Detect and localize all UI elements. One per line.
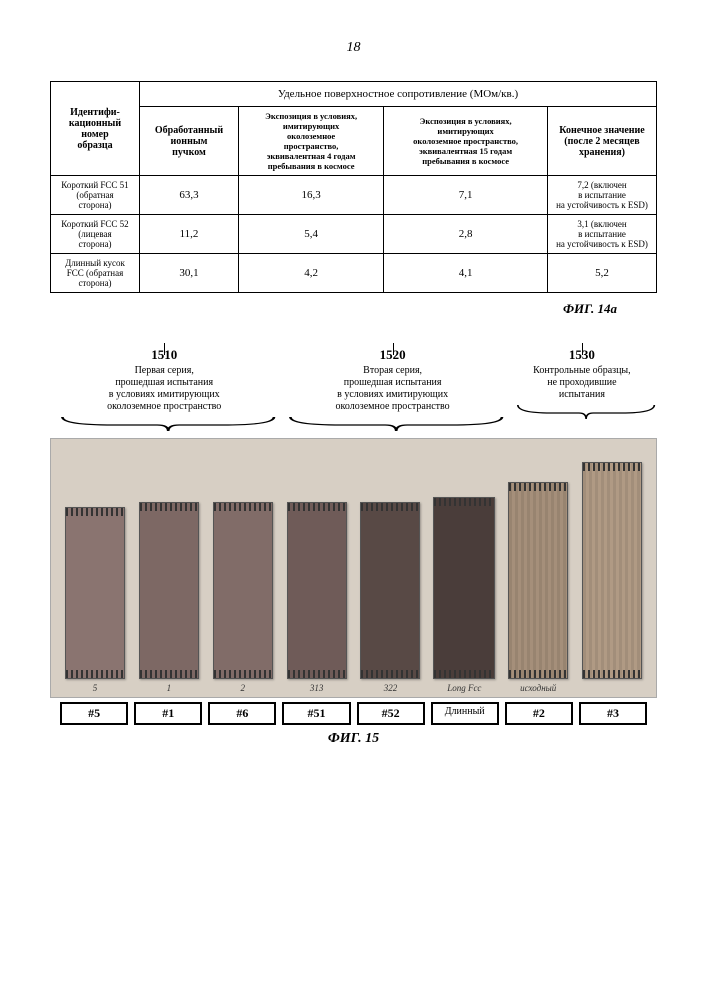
sample-box-label: #6 — [208, 702, 276, 725]
handwritten-label: 322 — [384, 683, 398, 693]
sample-box-label: #5 — [60, 702, 128, 725]
sample-strip: 1 — [135, 502, 203, 679]
col4-header: Конечное значение (после 2 месяцев хране… — [548, 107, 657, 176]
col3-header: Экспозиция в условиях, имитирующих около… — [384, 107, 548, 176]
brace-icon — [515, 403, 657, 421]
sample-strip: 322 — [357, 502, 425, 679]
table-row: Короткий FCC 52 (лицевая сторона) 11,2 5… — [51, 215, 657, 254]
fig15: 1510 Первая серия, прошедшая испытания в… — [50, 347, 657, 747]
sample-box-label: #51 — [282, 702, 350, 725]
handwritten-label: Long Fcc — [447, 683, 481, 693]
resistance-table: Идентифи- кационный номер образца Удельн… — [50, 81, 657, 293]
sample-strip: Long Fcc — [430, 497, 498, 679]
col-id-header: Идентифи- кационный номер образца — [51, 82, 140, 176]
handwritten-label: 313 — [310, 683, 324, 693]
col1-header: Обработанный ионным пучком — [140, 107, 239, 176]
sample-strip: 313 — [283, 502, 351, 679]
sample-box-label: #1 — [134, 702, 202, 725]
sample-strip: 2 — [209, 502, 277, 679]
fig15-caption: ФИГ. 15 — [50, 731, 657, 747]
sample-box-label: Длинный — [431, 702, 499, 725]
col2-header: Экспозиция в условиях, имитирующих около… — [239, 107, 384, 176]
sample-box-label: #3 — [579, 702, 647, 725]
sample-strip — [578, 462, 646, 679]
brace-icon — [286, 415, 506, 433]
handwritten-label: 1 — [167, 683, 172, 693]
table-row: Короткий FCC 51 (обратная сторона) 63,3 … — [51, 176, 657, 215]
group2-text: Вторая серия, прошедшая испытания в усло… — [282, 365, 502, 413]
sample-box-label: #52 — [357, 702, 425, 725]
sample-box-label: #2 — [505, 702, 573, 725]
brace-icon — [58, 415, 278, 433]
handwritten-label: 5 — [93, 683, 98, 693]
fig14a-caption: ФИГ. 14a — [50, 301, 617, 317]
sample-label-row: #5 #1 #6 #51 #52 Длинный #2 #3 — [50, 702, 657, 725]
sample-strip: исходный — [504, 482, 572, 679]
super-header: Удельное поверхностное сопротивление (МО… — [140, 82, 657, 107]
group3-text: Контрольные образцы, не проходившие испы… — [511, 365, 653, 401]
group1-text: Первая серия, прошедшая испытания в усло… — [54, 365, 274, 413]
handwritten-label: 2 — [240, 683, 245, 693]
table-row: Длинный кусок FCC (обратная сторона) 30,… — [51, 254, 657, 293]
handwritten-label: исходный — [520, 683, 556, 693]
page-number: 18 — [50, 40, 657, 56]
samples-photo: 512313322Long Fccисходный — [50, 438, 657, 698]
sample-strip: 5 — [61, 507, 129, 679]
